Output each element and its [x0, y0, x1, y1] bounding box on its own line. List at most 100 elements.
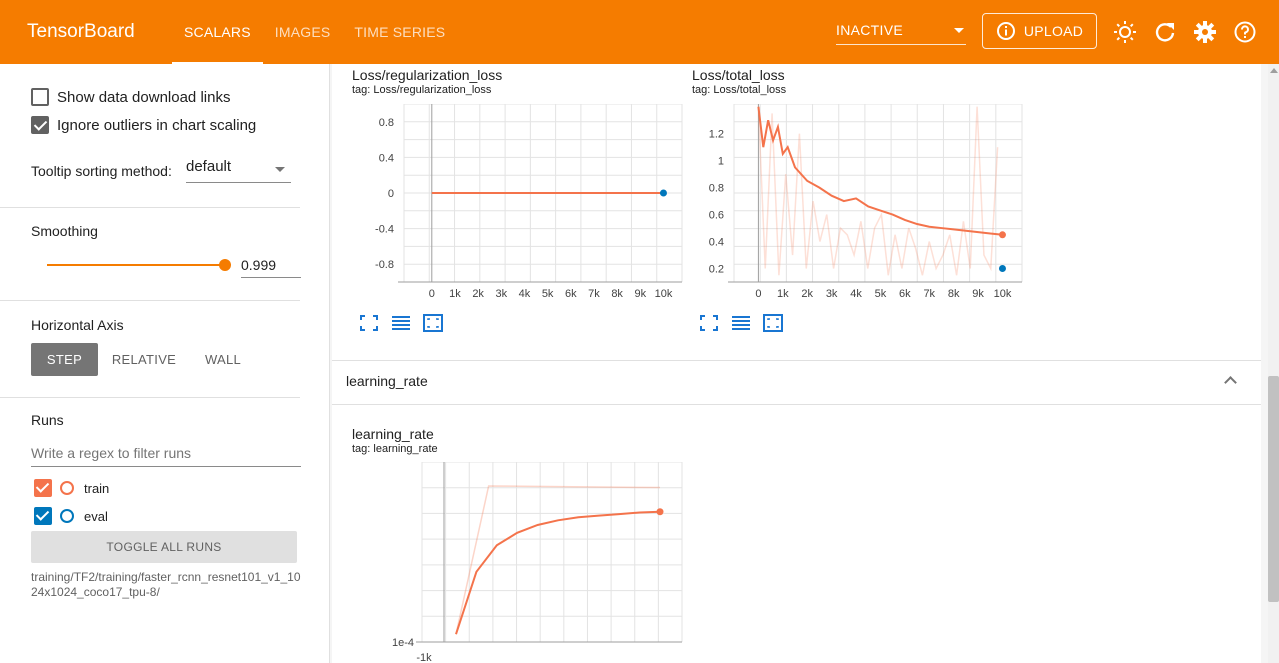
x-tick-label: 2k	[472, 288, 484, 300]
chart-total-loss[interactable]: 0 1k 2k 3k 4k 5k 6k 7k 8k 9k 10k 1.2 1 0.8 0.6 0.4 0.2	[692, 104, 1032, 309]
smoothing-input[interactable]: 0.999	[241, 254, 301, 278]
toggle-all-runs-button[interactable]: TOGGLE ALL RUNS	[31, 531, 297, 563]
run-item-eval[interactable]: eval	[34, 507, 108, 525]
checkbox-checked-icon[interactable]	[34, 507, 52, 525]
x-tick-label: 6k	[899, 288, 911, 300]
app-title: TensorBoard	[27, 21, 135, 42]
sidebar: Show data download links Ignore outliers…	[0, 64, 330, 663]
chart-card-total-loss: Loss/total_loss tag: Loss/total_loss	[692, 67, 786, 96]
chevron-down-icon	[954, 28, 964, 33]
run-name: eval	[84, 508, 108, 524]
chart-tag: tag: learning_rate	[352, 443, 438, 455]
x-tick-label: 7k	[588, 288, 600, 300]
runs-label: Runs	[31, 412, 64, 428]
chart-title: Loss/total_loss	[692, 67, 785, 83]
x-tick-label: 1k	[777, 288, 789, 300]
series-raw-line-train	[757, 106, 999, 276]
settings-icon[interactable]	[1193, 20, 1217, 44]
x-tick-label: -1k	[416, 652, 432, 663]
show-download-label: Show data download links	[57, 88, 231, 106]
tab-time-series[interactable]: TIME SERIES	[354, 24, 446, 40]
tooltip-sorting-select[interactable]: default	[186, 158, 291, 183]
y-tick-label: -0.4	[375, 224, 394, 236]
brightness-icon[interactable]	[1113, 20, 1137, 44]
x-tick-label: 3k	[826, 288, 838, 300]
group-title: learning_rate	[346, 373, 428, 389]
run-color-icon[interactable]	[60, 509, 74, 523]
run-item-train[interactable]: train	[34, 479, 109, 497]
smoothing-slider-thumb[interactable]	[219, 259, 231, 271]
x-tick-label: 5k	[542, 288, 554, 300]
series-point-train	[656, 508, 664, 516]
upload-label: UPLOAD	[1023, 23, 1084, 39]
group-header-learning-rate[interactable]: learning_rate	[332, 360, 1261, 405]
list-icon[interactable]	[730, 313, 752, 333]
axis-step-button[interactable]: STEP	[31, 343, 98, 376]
chart-actions	[358, 313, 444, 333]
refresh-icon[interactable]	[1153, 20, 1177, 44]
tab-images[interactable]: IMAGES	[274, 24, 331, 40]
fit-domain-icon[interactable]	[762, 313, 784, 333]
smoothing-label: Smoothing	[31, 223, 98, 239]
chart-title: learning_rate	[352, 426, 434, 442]
info-icon	[996, 22, 1015, 40]
chart-title: Loss/regularization_loss	[352, 67, 503, 83]
series-line-train	[757, 106, 1003, 236]
y-tick-label: 0.2	[709, 264, 724, 276]
axis-wall-button[interactable]: WALL	[204, 352, 242, 367]
divider	[0, 397, 300, 398]
checkbox-checked-icon[interactable]	[34, 479, 52, 497]
main-content: Loss/regularization_loss tag: Loss/regul…	[332, 64, 1261, 663]
y-tick-label: 0	[388, 188, 394, 200]
scrollbar[interactable]	[1268, 64, 1279, 663]
help-icon[interactable]	[1233, 20, 1257, 44]
x-tick-label: 0	[755, 288, 761, 300]
horizontal-axis-label: Horizontal Axis	[31, 317, 124, 333]
run-color-icon[interactable]	[60, 481, 74, 495]
scrollbar-thumb[interactable]	[1268, 376, 1279, 602]
x-tick-label: 2k	[801, 288, 813, 300]
x-tick-label: 8k	[611, 288, 623, 300]
x-tick-label: 3k	[495, 288, 507, 300]
x-tick-label: 4k	[519, 288, 531, 300]
axis-relative-button[interactable]: RELATIVE	[111, 352, 177, 367]
ignore-outliers-checkbox[interactable]: Ignore outliers in chart scaling	[31, 116, 256, 134]
run-path: training/TF2/training/faster_rcnn_resnet…	[31, 570, 301, 599]
divider	[0, 300, 300, 301]
x-tick-label: 1k	[449, 288, 461, 300]
chart-tag: tag: Loss/total_loss	[692, 84, 787, 96]
y-tick-label: 1e-4	[392, 637, 414, 649]
run-name: train	[84, 480, 110, 496]
show-download-links-checkbox[interactable]: Show data download links	[31, 88, 230, 106]
chevron-down-icon	[275, 167, 285, 172]
chevron-up-icon[interactable]	[1224, 376, 1237, 389]
checkbox-checked-icon	[31, 116, 49, 134]
series-raw-line-train	[455, 485, 661, 635]
x-tick-label: 10k	[655, 288, 673, 300]
x-tick-label: 0	[429, 288, 435, 300]
y-tick-label: 0.6	[709, 210, 724, 222]
tab-scalars[interactable]: SCALARS	[172, 0, 263, 64]
smoothing-slider-track[interactable]	[47, 264, 225, 266]
scroll-up-icon[interactable]	[1270, 68, 1278, 73]
y-tick-label: 1.2	[709, 129, 724, 141]
ignore-outliers-label: Ignore outliers in chart scaling	[57, 116, 257, 134]
fullscreen-icon[interactable]	[698, 313, 720, 333]
chart-regularization-loss[interactable]: 0 1k 2k 3k 4k 5k 6k 7k 8k 9k 10k 0.8 0.4 0 -0.4 -0.8	[352, 104, 692, 309]
y-tick-label: 0.4	[709, 237, 724, 249]
chart-learning-rate[interactable]: 1e-4-1k	[352, 462, 692, 663]
x-tick-label: 9k	[634, 288, 646, 300]
fullscreen-icon[interactable]	[358, 313, 380, 333]
chart-card-learning-rate: learning_rate tag: learning_rate	[352, 426, 438, 455]
status-dropdown[interactable]: INACTIVE	[836, 15, 966, 45]
x-tick-label: 4k	[850, 288, 862, 300]
x-tick-label: 8k	[948, 288, 960, 300]
x-tick-label: 5k	[875, 288, 887, 300]
upload-button[interactable]: UPLOAD	[982, 13, 1097, 49]
series-point-train	[998, 231, 1006, 239]
runs-filter-input[interactable]: Write a regex to filter runs	[31, 441, 301, 467]
list-icon[interactable]	[390, 313, 412, 333]
x-tick-label: 6k	[565, 288, 577, 300]
x-tick-label: 9k	[972, 288, 984, 300]
fit-domain-icon[interactable]	[422, 313, 444, 333]
